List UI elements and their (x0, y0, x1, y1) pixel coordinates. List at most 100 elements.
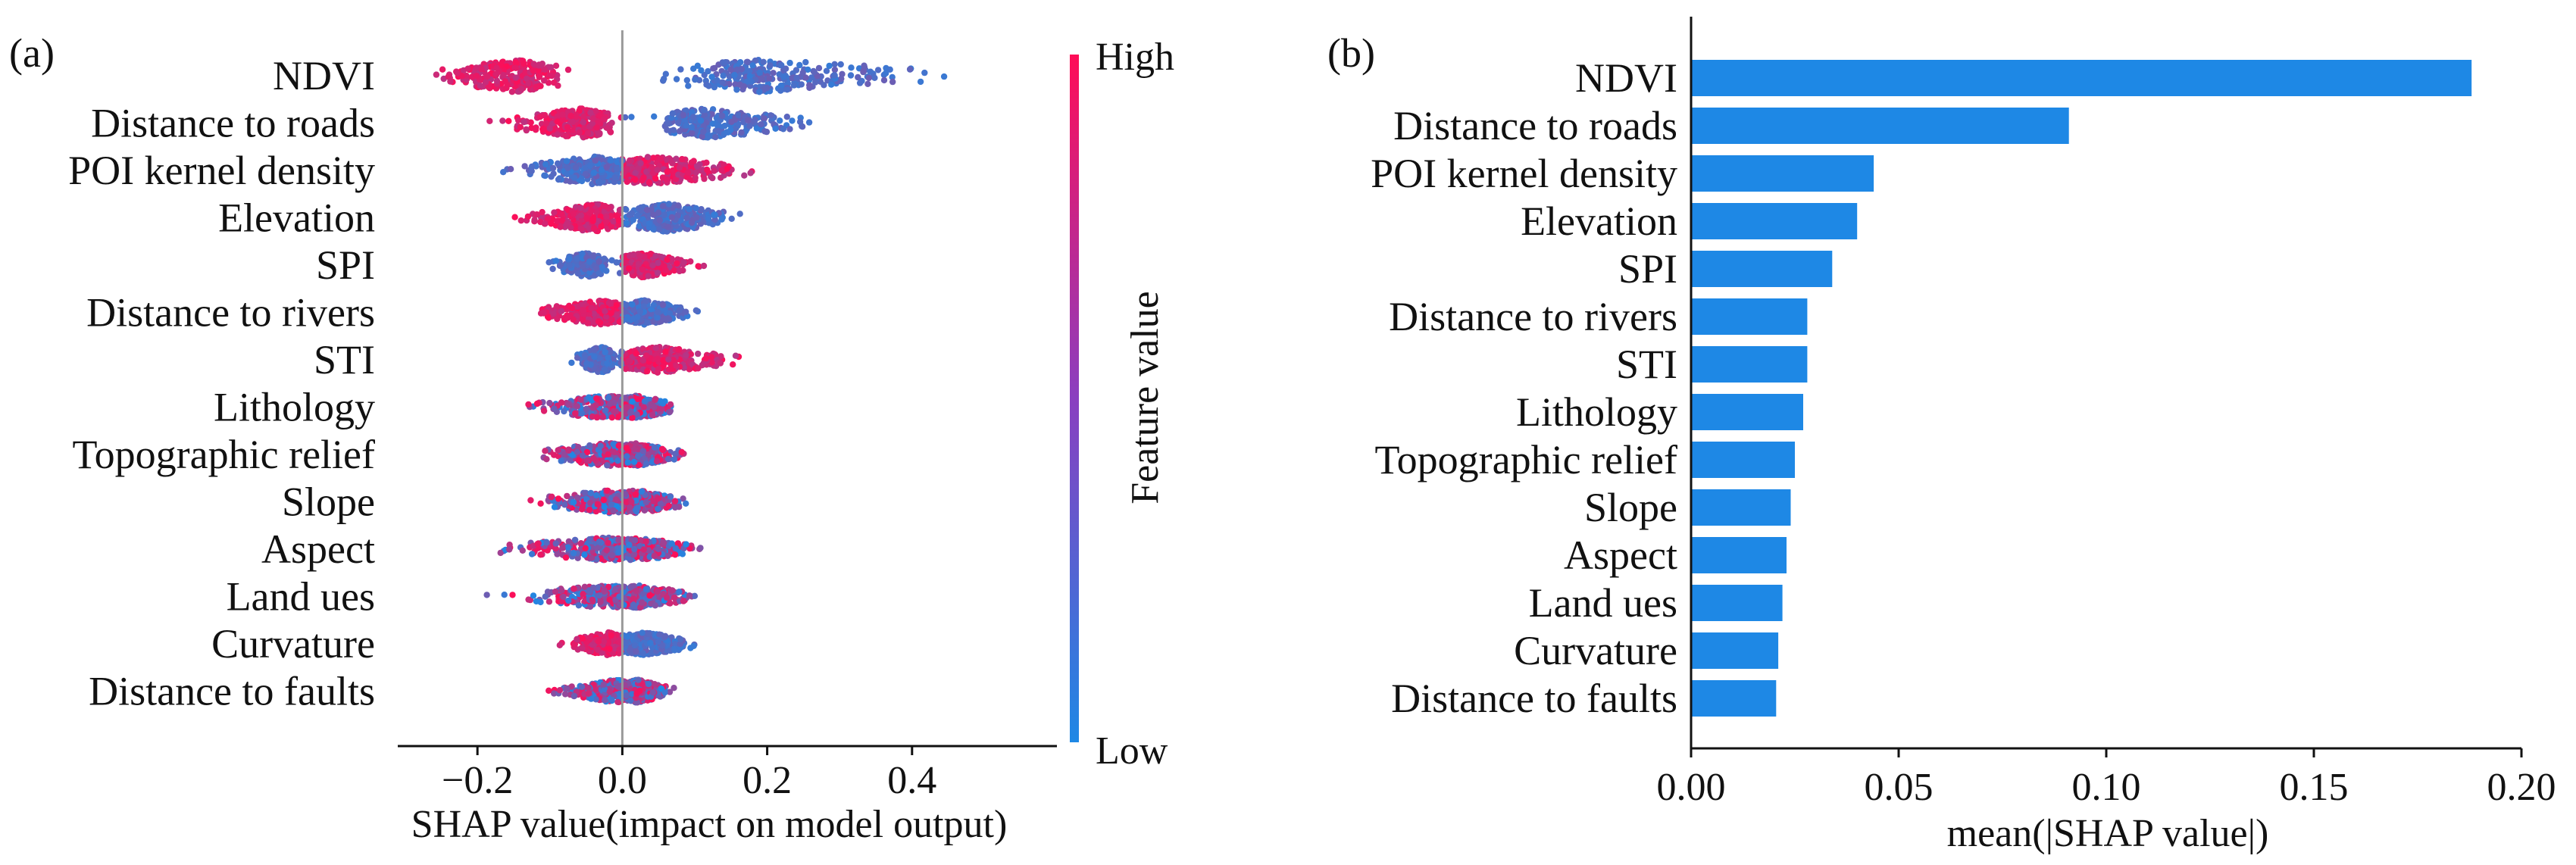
shap-point (645, 273, 652, 279)
shap-point (530, 67, 537, 74)
shap-point (590, 169, 598, 176)
shap-point (815, 64, 823, 72)
shap-point (847, 72, 855, 79)
shap-point (837, 61, 844, 68)
shap-point (737, 59, 744, 66)
shap-point (624, 314, 631, 321)
shap-point (590, 346, 598, 353)
shap-point (654, 355, 661, 362)
shap-point (644, 367, 651, 375)
shap-point (649, 262, 656, 269)
shap-point (704, 167, 711, 173)
shap-point (624, 220, 630, 226)
shap-point (651, 444, 658, 451)
beeswarm-feature-label: Topographic relief (72, 432, 375, 477)
shap-point (656, 226, 663, 233)
shap-point (855, 73, 861, 81)
shap-point (643, 352, 650, 359)
shap-point (578, 410, 586, 417)
shap-point (482, 79, 489, 86)
shap-point (702, 354, 710, 362)
shap-point (629, 398, 636, 405)
shap-point (687, 258, 694, 265)
shap-point (583, 215, 590, 222)
shap-point (608, 257, 615, 264)
shap-point (611, 448, 617, 455)
shap-point (636, 252, 644, 260)
shap-point (478, 66, 485, 73)
shap-point (712, 133, 719, 141)
shap-point (780, 126, 787, 133)
shap-point (711, 167, 717, 174)
shap-point (631, 446, 638, 453)
shap-point (673, 362, 680, 369)
shap-point (633, 350, 639, 357)
shap-point (473, 73, 480, 80)
beeswarm-row (486, 105, 813, 141)
shap-point (683, 214, 690, 221)
shap-point (780, 73, 787, 80)
shap-point (709, 120, 717, 127)
shap-point (662, 348, 669, 355)
shap-point (733, 66, 741, 73)
shap-point (654, 270, 661, 276)
shap-point (656, 217, 663, 224)
shap-point (637, 160, 644, 167)
shap-point (772, 125, 779, 132)
shap-point (777, 61, 784, 69)
shap-point (731, 71, 738, 79)
shap-point (511, 214, 518, 220)
shap-point (549, 72, 555, 80)
beeswarm-row (546, 250, 708, 281)
shap-point (777, 83, 785, 89)
beeswarm-feature-label: Distance to rivers (86, 290, 375, 336)
shap-point (690, 158, 697, 164)
shap-point (580, 113, 587, 120)
shap-point (553, 303, 560, 310)
shap-point (848, 64, 855, 71)
shap-point (564, 123, 571, 131)
shap-point (607, 129, 614, 136)
shap-point (752, 116, 758, 123)
shap-point (665, 120, 672, 127)
shap-point (680, 259, 688, 266)
shap-point (871, 74, 878, 82)
shap-point (544, 314, 552, 320)
shap-point (597, 442, 604, 449)
shap-point (743, 78, 751, 85)
shap-point (517, 123, 524, 130)
shap-point (744, 58, 751, 66)
shap-point (523, 126, 530, 134)
shap-point (796, 118, 804, 126)
shap-point (559, 116, 567, 123)
beeswarm-row (525, 392, 674, 421)
shap-point (601, 366, 608, 373)
shap-point (812, 79, 819, 86)
shap-point (542, 220, 549, 227)
shap-point (596, 180, 604, 186)
shap-point (679, 155, 686, 163)
beeswarm-feature-label: Land ues (227, 574, 375, 620)
shap-point (527, 497, 534, 504)
shap-point (758, 121, 764, 128)
shap-point (756, 69, 763, 77)
shap-point (677, 66, 684, 73)
shap-point (889, 78, 896, 86)
shap-point (710, 65, 717, 72)
shap-point (528, 167, 535, 174)
shap-point (802, 58, 809, 66)
shap-point (593, 124, 600, 131)
beeswarm-row (511, 201, 743, 235)
shap-point (703, 159, 710, 166)
shap-point (513, 60, 520, 67)
shap-point (630, 458, 638, 465)
shap-point (635, 211, 642, 219)
shap-point (839, 70, 846, 78)
shap-point (639, 448, 647, 454)
shap-point (603, 213, 610, 220)
shap-point (789, 117, 796, 124)
shap-point (540, 408, 548, 414)
shap-point (464, 65, 471, 72)
shap-point (655, 209, 662, 217)
shap-point (570, 126, 577, 133)
